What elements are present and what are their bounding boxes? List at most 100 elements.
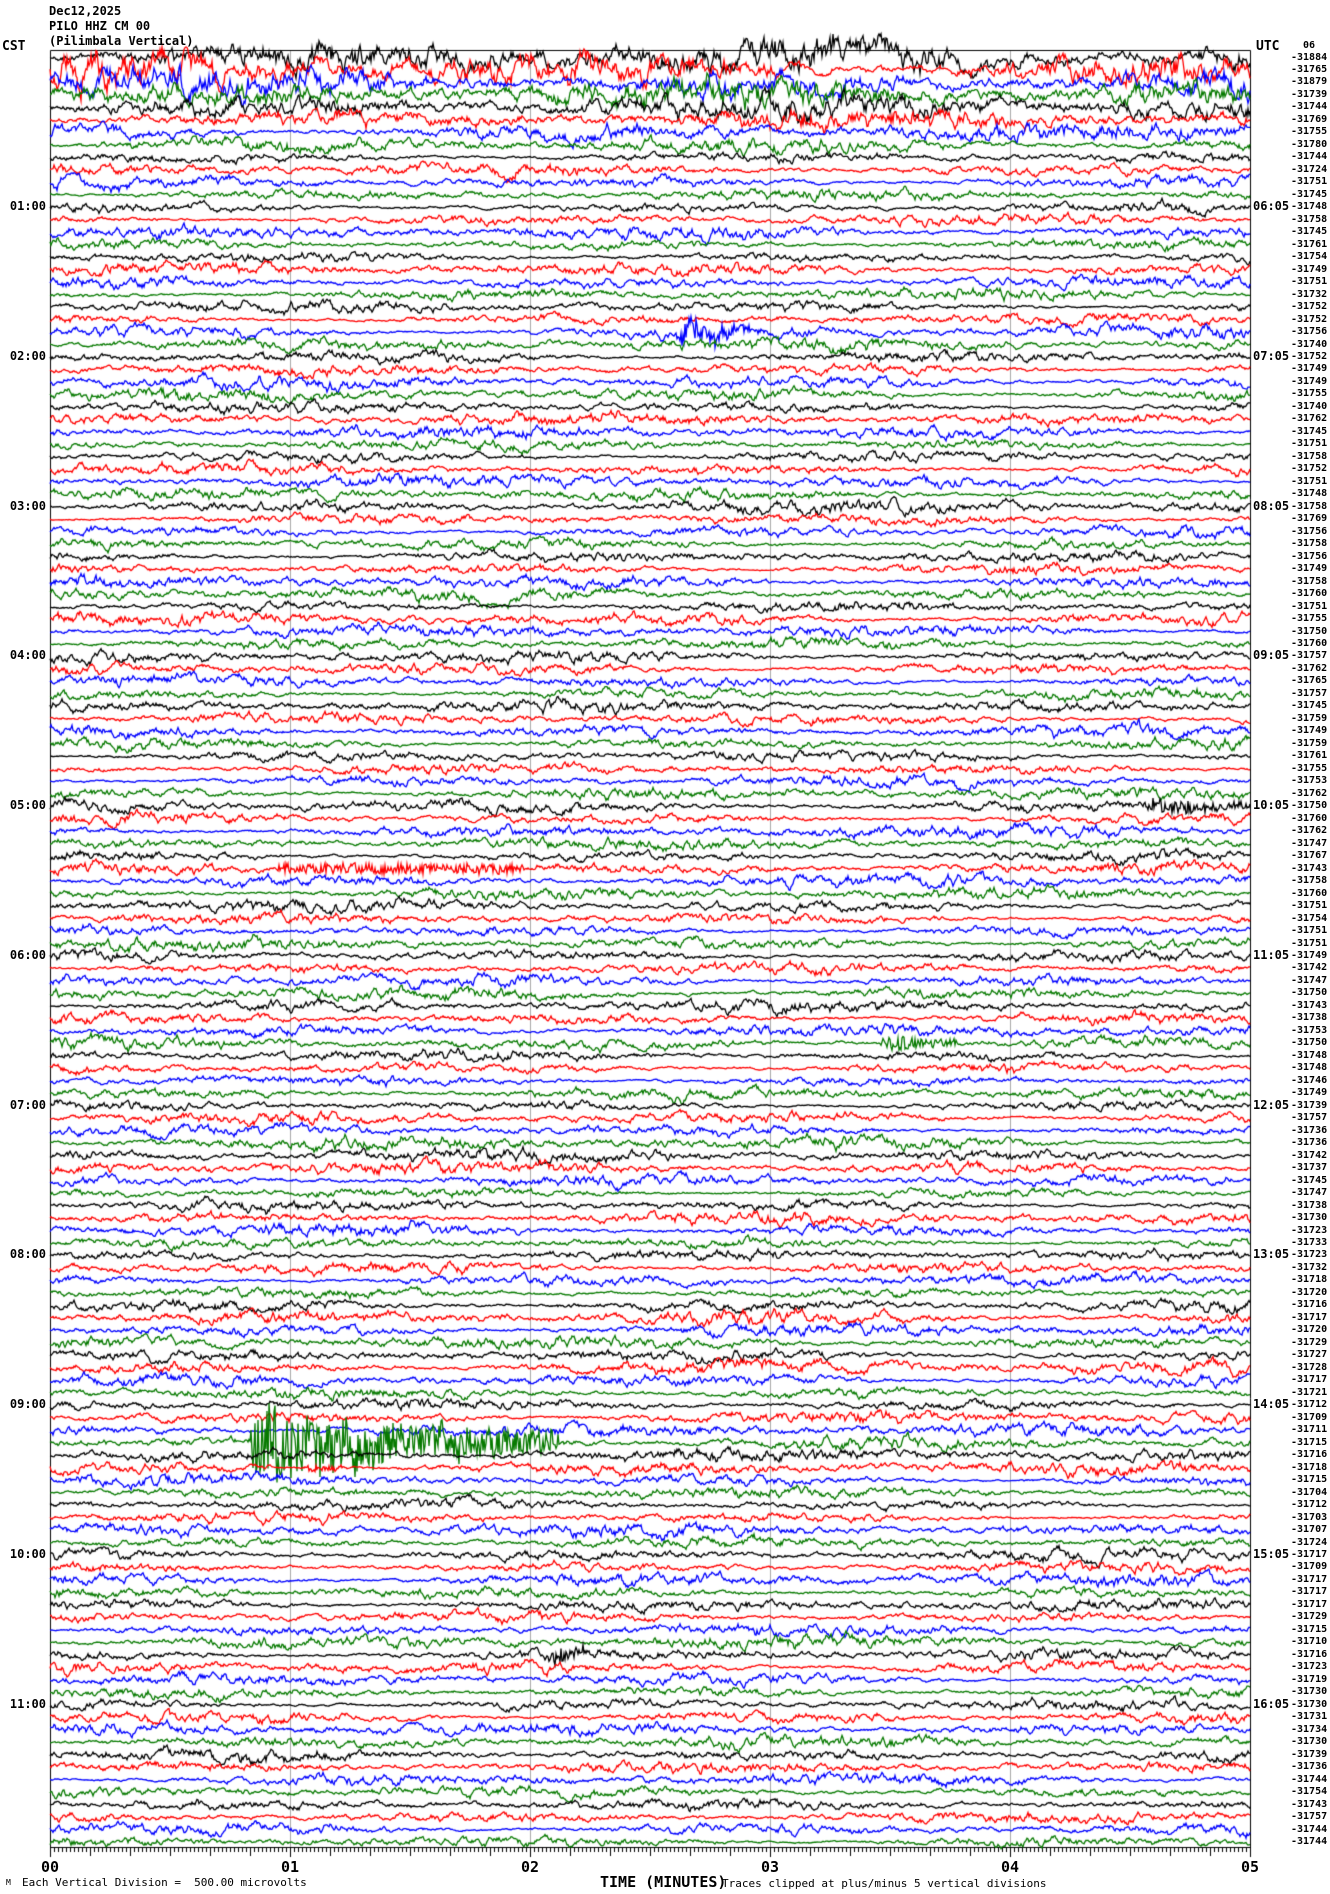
trace-end-value: -31723 (1291, 1661, 1328, 1673)
trace-end-value: -31756 (1291, 525, 1328, 537)
trace-end-value: -31745 (1291, 1174, 1328, 1186)
trace-end-value: -31707 (1291, 1524, 1328, 1536)
trace-end-value: -31879 (1291, 76, 1328, 88)
trace-end-value: -31739 (1291, 1748, 1328, 1760)
trace-end-value: -31749 (1291, 563, 1328, 575)
trace-end-value: -31759 (1291, 737, 1328, 749)
trace-end-value: -31757 (1291, 1811, 1328, 1823)
trace-end-value: -31743 (1291, 1798, 1328, 1810)
trace-end-value: -31769 (1291, 113, 1328, 125)
x-axis-title: TIME (MINUTES) (600, 1873, 727, 1891)
trace-end-value: -31884 (1291, 51, 1328, 63)
trace-end-value: -31752 (1291, 463, 1328, 475)
trace-end-value: -31755 (1291, 613, 1328, 625)
trace-end-value: -31751 (1291, 176, 1328, 188)
trace-end-value: -31715 (1291, 1436, 1328, 1448)
trace-end-value: -31745 (1291, 226, 1328, 238)
right-hour-label: 08:05 (1253, 498, 1290, 513)
trace-end-value: -31720 (1291, 1286, 1328, 1298)
trace-end-value: -31703 (1291, 1511, 1328, 1523)
trace-end-value: -31723 (1291, 1249, 1328, 1261)
left-hour-label: 04:00 (9, 648, 46, 663)
trace-end-value: -31738 (1291, 1199, 1328, 1211)
trace-end-value: -31744 (1291, 101, 1328, 113)
trace-end-value: -31752 (1291, 350, 1328, 362)
trace-end-value: -31769 (1291, 513, 1328, 525)
trace-end-value: -31744 (1291, 1835, 1328, 1847)
trace-end-value: -31715 (1291, 1474, 1328, 1486)
trace-end-value: -31762 (1291, 787, 1328, 799)
trace-end-value: -31742 (1291, 1149, 1328, 1161)
trace-end-value: -31760 (1291, 887, 1328, 899)
minute-tick-label: 02 (520, 1858, 540, 1876)
right-hour-label: 15:05 (1253, 1546, 1290, 1561)
trace-end-value: -31780 (1291, 138, 1328, 150)
trace-end-value: -31718 (1291, 1461, 1328, 1473)
trace-end-value: -31762 (1291, 825, 1328, 837)
trace-end-value: -31750 (1291, 625, 1328, 637)
trace-end-value: -31747 (1291, 1187, 1328, 1199)
trace-end-value: -31712 (1291, 1499, 1328, 1511)
trace-end-value: -31736 (1291, 1124, 1328, 1136)
trace-end-value: -31732 (1291, 1261, 1328, 1273)
trace-end-value: -31747 (1291, 837, 1328, 849)
trace-end-value: -31753 (1291, 1024, 1328, 1036)
trace-end-value: -31736 (1291, 1761, 1328, 1773)
right-hour-label: 12:05 (1253, 1097, 1290, 1112)
trace-end-value: -31767 (1291, 850, 1328, 862)
trace-end-value: -31744 (1291, 1773, 1328, 1785)
trace-end-value: -31717 (1291, 1311, 1328, 1323)
trace-end-value: -31749 (1291, 725, 1328, 737)
trace-end-value: -31746 (1291, 1074, 1328, 1086)
right-hour-label: 13:05 (1253, 1247, 1290, 1262)
left-hour-label: 05:00 (9, 798, 46, 813)
trace-end-value: -31758 (1291, 875, 1328, 887)
trace-end-value: -31732 (1291, 288, 1328, 300)
trace-end-value: -31743 (1291, 999, 1328, 1011)
right-hour-label: 10:05 (1253, 798, 1290, 813)
trace-end-value: -31758 (1291, 575, 1328, 587)
trace-end-value: -31740 (1291, 338, 1328, 350)
trace-end-value: -31745 (1291, 700, 1328, 712)
trace-end-value: -31752 (1291, 301, 1328, 313)
trace-end-value: -31761 (1291, 238, 1328, 250)
right-hour-label: 07:05 (1253, 348, 1290, 363)
trace-end-value: -31751 (1291, 925, 1328, 937)
clip-note: Traces clipped at plus/minus 5 vertical … (722, 1877, 1047, 1890)
right-timezone-label: UTC (1256, 39, 1280, 54)
trace-end-value: -31740 (1291, 400, 1328, 412)
trace-end-value: -31751 (1291, 438, 1328, 450)
trace-end-value: -31750 (1291, 800, 1328, 812)
minute-tick-label: 04 (1000, 1858, 1020, 1876)
corner-mark: M (6, 1878, 11, 1887)
trace-end-value: -31758 (1291, 450, 1328, 462)
trace-end-value: -31749 (1291, 263, 1328, 275)
trace-end-value: -31728 (1291, 1361, 1328, 1373)
trace-end-value: -31733 (1291, 1237, 1328, 1248)
trace-end-value: -31756 (1291, 326, 1328, 338)
trace-end-value: -31734 (1291, 1723, 1328, 1735)
trace-end-value: -31765 (1291, 675, 1328, 687)
trace-end-value: -31755 (1291, 126, 1328, 138)
left-hour-label: 09:00 (9, 1397, 46, 1412)
trace-end-value: -31730 (1291, 1698, 1328, 1710)
trace-end-value: -31731 (1291, 1711, 1328, 1723)
trace-end-value: -31716 (1291, 1299, 1328, 1311)
trace-end-value: -31709 (1291, 1561, 1328, 1573)
minute-tick-label: 00 (40, 1858, 60, 1876)
trace-end-value: -31724 (1291, 1536, 1328, 1548)
trace-end-value: -31723 (1291, 1224, 1328, 1236)
trace-end-value: -31748 (1291, 488, 1328, 500)
trace-end-value: -31757 (1291, 1112, 1328, 1124)
left-hour-label: 06:00 (9, 947, 46, 962)
trace-end-value: -31749 (1291, 375, 1328, 387)
trace-end-value: -31749 (1291, 363, 1328, 375)
trace-end-value: -31761 (1291, 750, 1328, 762)
right-hour-label: 09:05 (1253, 648, 1290, 663)
trace-end-value: -31745 (1291, 425, 1328, 437)
trace-end-value: -31749 (1291, 1087, 1328, 1099)
left-hour-label: 10:00 (9, 1546, 46, 1561)
minute-tick-label: 05 (1240, 1858, 1260, 1876)
trace-end-value: -31760 (1291, 638, 1328, 649)
